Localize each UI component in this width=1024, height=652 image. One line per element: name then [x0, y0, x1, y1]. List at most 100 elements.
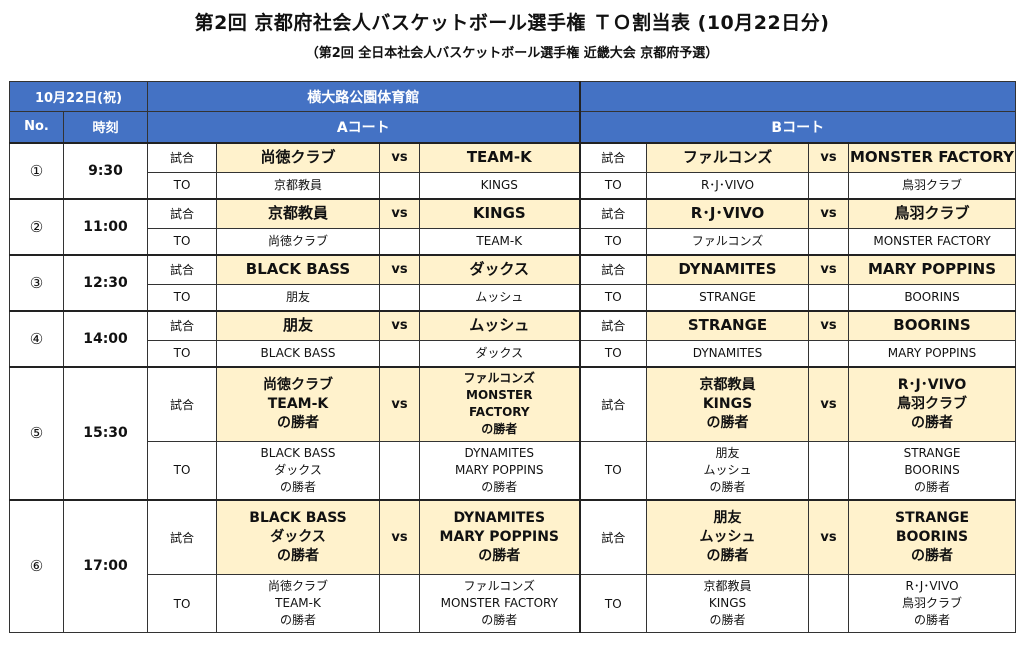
team-name-line: R･J･VIVO: [905, 579, 959, 593]
court-a-to-home: BLACK BASS: [216, 340, 381, 367]
to-label: TO: [578, 172, 648, 199]
court-a-home-team: 尚徳クラブ TEAM-K の勝者: [216, 365, 381, 442]
team-name-line: BOORINS: [904, 462, 960, 477]
to-spacer: [808, 172, 850, 199]
to-spacer: [808, 441, 850, 500]
game-label: 試合: [578, 365, 648, 442]
team-name-line: MARY POPPINS: [439, 528, 560, 545]
match-number: ④: [9, 309, 64, 367]
team-name-line: ダックス: [274, 462, 322, 477]
venue-header-right: [578, 81, 1017, 112]
court-a-to-home: 京都教員: [216, 172, 381, 199]
vs-label: vs: [379, 309, 421, 341]
team-name-line: の勝者: [914, 479, 951, 494]
court-b-home-team: 京都教員 KINGS の勝者: [646, 365, 810, 442]
to-spacer: [808, 574, 850, 633]
vs-label: vs: [379, 141, 421, 173]
team-name-line: の勝者: [481, 422, 518, 437]
team-name-line: の勝者: [481, 479, 518, 494]
court-a-home-team: BLACK BASS: [216, 253, 381, 285]
court-b-home-team: R･J･VIVO: [646, 197, 810, 229]
schedule-table: 10月22日(祝) 横大路公園体育館 No. 時刻 Aコート Bコート ① 9:3…: [8, 81, 1017, 633]
to-spacer: [379, 228, 421, 255]
match-row: ⑤ 15:30 試合 尚徳クラブ TEAM-K の勝者 vs ファルコンズ MONSTER FAC…: [9, 365, 1017, 500]
game-label: 試合: [147, 197, 218, 229]
game-label: 試合: [147, 365, 218, 442]
court-a-to-away: ファルコンズ MONSTER FACTORY の勝者: [419, 574, 581, 633]
court-a-home-team: BLACK BASS ダックス の勝者: [216, 498, 381, 575]
to-label: TO: [147, 340, 218, 367]
team-name-line: の勝者: [709, 479, 746, 494]
game-label: 試合: [578, 498, 648, 575]
to-label: TO: [147, 228, 218, 255]
match-time: 11:00: [62, 197, 149, 255]
page-subtitle: （第2回 全日本社会人バスケットボール選手権 近畿大会 京都府予選）: [305, 46, 719, 61]
to-row: TO BLACK BASS ダックス の勝者 DYNAMITES MARY POPPINS…: [10, 441, 1017, 500]
team-name-line: 鳥羽クラブ: [897, 395, 968, 412]
team-name-line: TEAM-K: [275, 596, 321, 610]
court-b-to-away: MARY POPPINS: [848, 340, 1017, 367]
team-name-line: MONSTER: [466, 388, 533, 403]
game-label: 試合: [578, 253, 648, 285]
court-b-to-away: STRANGE BOORINS の勝者: [848, 441, 1017, 500]
team-name-line: 尚徳クラブ: [268, 579, 329, 593]
game-label: 試合: [147, 253, 218, 285]
court-a-to-home: BLACK BASS ダックスの勝者: [216, 441, 381, 500]
vs-label: vs: [379, 253, 421, 285]
team-name-line: R･J･VIVO: [897, 376, 967, 393]
team-name-line: の勝者: [911, 547, 954, 564]
to-row: TO 尚徳クラブ TEAM-K の勝者 ファルコンズ MONSTER FACTORY の勝者…: [10, 574, 1017, 633]
team-name-line: BLACK BASS: [260, 445, 336, 460]
team-name-line: の勝者: [709, 613, 746, 627]
game-label: 試合: [147, 309, 218, 341]
court-a-to-away: TEAM-K: [419, 228, 581, 255]
team-name-line: DYNAMITES: [464, 445, 535, 460]
team-name-line: の勝者: [911, 414, 954, 431]
to-row: TO 朋友 ムッシュ TO STRANGE BOORINS: [10, 284, 1017, 311]
match-row: ⑥ 17:00 試合 BLACK BASS ダックス の勝者 vs DYNAMITES MARY…: [9, 498, 1017, 633]
court-b-away-team: BOORINS: [848, 309, 1017, 341]
match-number: ②: [9, 197, 64, 255]
team-name-line: BOORINS: [895, 528, 969, 545]
court-b-to-away: MONSTER FACTORY: [848, 228, 1017, 255]
court-a-home-team: 尚徳クラブ: [216, 141, 381, 173]
match-time: 9:30: [62, 141, 149, 199]
vs-label: vs: [379, 498, 421, 575]
court-a-to-away: ムッシュ: [419, 284, 581, 311]
court-b-to-home: R･J･VIVO: [646, 172, 810, 199]
match-row: ② 11:00 試合 京都教員 vs KINGS 試合 R･J･VIVO vs 鳥羽クラブ: [9, 197, 1017, 255]
team-name-line: ファルコンズ: [463, 579, 536, 593]
court-b-home-team: DYNAMITES: [646, 253, 810, 285]
court-b-to-away: 鳥羽クラブ: [848, 172, 1017, 199]
to-spacer: [379, 284, 421, 311]
team-name-line: の勝者: [277, 547, 320, 564]
court-b-to-home: STRANGE: [646, 284, 810, 311]
to-label: TO: [578, 284, 648, 311]
vs-label: vs: [379, 197, 421, 229]
to-spacer: [808, 284, 850, 311]
vs-label: vs: [808, 309, 850, 341]
team-name-line: 鳥羽クラブ: [902, 596, 963, 610]
game-label: 試合: [578, 197, 648, 229]
to-row: TO 尚徳クラブ TEAM-K TO ファルコンズ MONSTER FACTORY: [10, 228, 1017, 255]
to-label: TO: [578, 228, 648, 255]
team-name-line: ムッシュ: [699, 528, 756, 545]
court-a-away-team: ダックス: [419, 253, 581, 285]
vs-label: vs: [808, 197, 850, 229]
match-row: ④ 14:00 試合 朋友 vs ムッシュ 試合 STRANGE vs BOORINS: [9, 309, 1017, 367]
team-name-line: 朋友: [713, 509, 742, 526]
venue-header: 横大路公園体育館: [147, 81, 581, 112]
to-row: TO 京都教員 KINGS TO R･J･VIVO 鳥羽クラブ: [10, 172, 1017, 199]
team-name-line: の勝者: [481, 613, 518, 627]
team-name-line: 尚徳クラブ: [263, 376, 334, 393]
team-name-line: STRANGE: [895, 509, 970, 526]
team-name-line: の勝者: [277, 414, 320, 431]
to-spacer: [379, 441, 421, 500]
date-header: 10月22日(祝): [8, 81, 149, 112]
team-name-line: BLACK BASS: [249, 509, 347, 526]
game-label: 試合: [578, 309, 648, 341]
game-label: 試合: [147, 498, 218, 575]
court-b-to-away: BOORINS: [848, 284, 1017, 311]
team-name-line: の勝者: [280, 479, 317, 494]
team-name-line: 京都教員: [699, 376, 756, 393]
